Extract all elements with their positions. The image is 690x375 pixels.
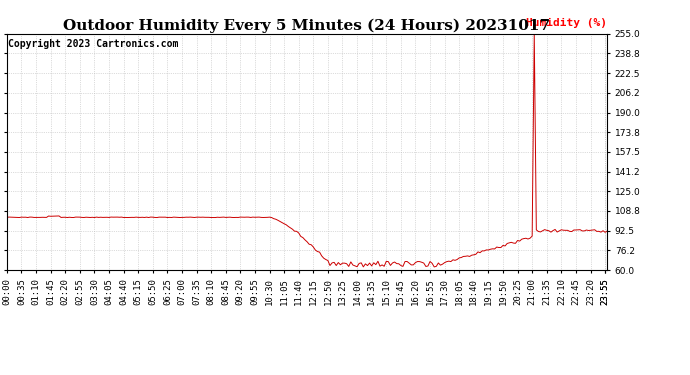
Text: Copyright 2023 Cartronics.com: Copyright 2023 Cartronics.com bbox=[8, 39, 179, 48]
Text: Humidity (%): Humidity (%) bbox=[526, 18, 607, 28]
Title: Outdoor Humidity Every 5 Minutes (24 Hours) 20231017: Outdoor Humidity Every 5 Minutes (24 Hou… bbox=[63, 18, 551, 33]
